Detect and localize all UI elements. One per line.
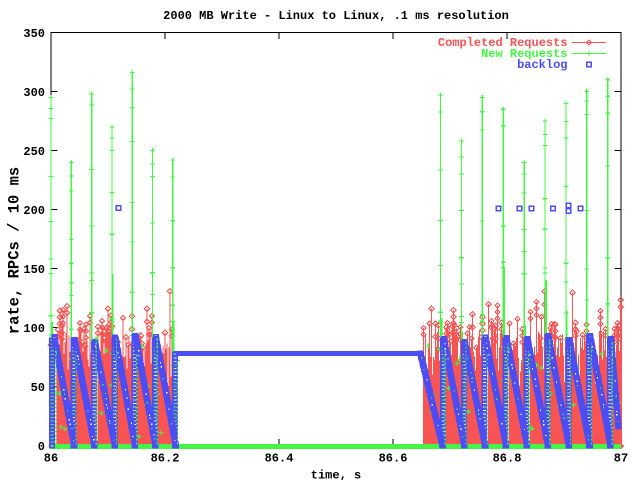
svg-text:86.6: 86.6 bbox=[379, 452, 408, 466]
svg-text:50: 50 bbox=[31, 381, 45, 395]
svg-text:300: 300 bbox=[23, 86, 45, 100]
svg-text:Completed Requests: Completed Requests bbox=[438, 36, 568, 50]
svg-text:time, s: time, s bbox=[311, 469, 361, 480]
svg-text:100: 100 bbox=[23, 322, 45, 336]
svg-text:2000 MB Write - Linux to Linux: 2000 MB Write - Linux to Linux, .1 ms re… bbox=[163, 9, 509, 23]
svg-text:New Requests: New Requests bbox=[481, 47, 567, 61]
svg-text:250: 250 bbox=[23, 145, 45, 159]
svg-text:150: 150 bbox=[23, 263, 45, 277]
svg-text:200: 200 bbox=[23, 204, 45, 218]
svg-text:86.2: 86.2 bbox=[151, 452, 180, 466]
svg-text:rate, RPCs / 10 ms: rate, RPCs / 10 ms bbox=[6, 167, 24, 334]
svg-text:86.4: 86.4 bbox=[265, 452, 294, 466]
svg-text:87: 87 bbox=[614, 452, 628, 466]
svg-text:0: 0 bbox=[38, 440, 45, 454]
svg-text:backlog: backlog bbox=[517, 58, 567, 72]
svg-text:86.8: 86.8 bbox=[493, 452, 522, 466]
svg-text:86: 86 bbox=[44, 452, 58, 466]
svg-text:350: 350 bbox=[23, 27, 45, 41]
